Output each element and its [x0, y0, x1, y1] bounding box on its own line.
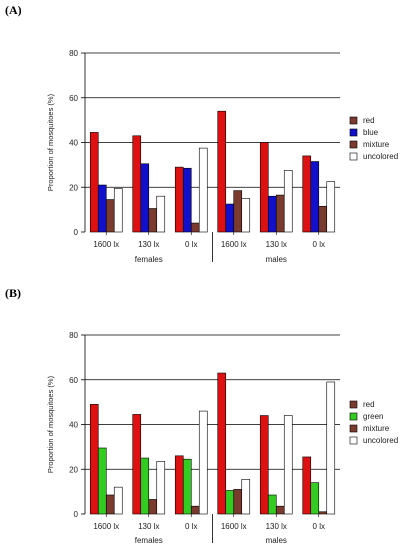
legend-swatch-uncolored [349, 152, 358, 161]
bar-uncolored [283, 415, 293, 515]
legend-label-red: red [363, 400, 375, 409]
bar-green [225, 490, 235, 515]
y-tick-label: 60 [69, 376, 78, 385]
bar-uncolored [326, 381, 336, 515]
group-label: males [266, 255, 287, 264]
y-tick-label: 80 [69, 331, 78, 340]
bar-red [302, 456, 312, 515]
bar-red [89, 132, 99, 233]
legend: red green mixture uncolored [349, 400, 398, 445]
legend-swatch-blue [349, 128, 358, 137]
bar-red [259, 415, 269, 515]
bar-red [259, 142, 269, 233]
bar-uncolored [283, 170, 293, 233]
legend-label-red: red [363, 116, 375, 125]
bar-blue [225, 203, 235, 233]
bar-blue [97, 184, 107, 233]
y-tick-label: 0 [74, 228, 79, 237]
legend-label-blue: blue [363, 128, 379, 137]
bar-red [174, 455, 184, 515]
bar-green [140, 457, 150, 515]
bar-mixture [233, 489, 243, 515]
bar-mixture [318, 511, 328, 515]
bar-red [132, 135, 142, 233]
bar-mixture [105, 494, 115, 515]
bar-red [174, 166, 184, 233]
y-tick-label: 40 [69, 421, 78, 430]
x-tick-label: 1600 lx [93, 240, 119, 249]
x-tick-label: 130 lx [138, 522, 159, 531]
bar-green [182, 458, 192, 515]
panel-label: (B) [5, 286, 21, 300]
legend: red blue mixture uncolored [349, 116, 398, 161]
bar-green [97, 447, 107, 515]
y-axis-label: Proportion of mosquitoes (%) [46, 93, 55, 191]
x-tick-label: 1600 lx [221, 522, 247, 531]
y-tick-label: 80 [69, 49, 78, 58]
group-label: males [266, 536, 287, 545]
x-tick-label: 1600 lx [93, 522, 119, 531]
x-tick-label: 0 lx [313, 522, 325, 531]
legend-swatch-red [349, 116, 358, 125]
bar-mixture [275, 194, 285, 233]
bar-mixture [190, 222, 200, 233]
bar-green [310, 482, 320, 515]
bar-mixture [105, 199, 115, 233]
bar-blue [310, 161, 320, 233]
bar-red [89, 404, 99, 515]
bar-blue [140, 163, 150, 233]
bar-uncolored [113, 486, 123, 515]
bar-uncolored [156, 195, 166, 233]
bar-mixture [148, 208, 158, 233]
legend-label-mixture: mixture [363, 140, 390, 149]
legend-swatch-green [349, 412, 358, 421]
y-tick-label: 0 [74, 510, 79, 519]
bar-uncolored [113, 188, 123, 233]
bar-mixture [233, 190, 243, 233]
y-tick-label: 20 [69, 183, 78, 192]
panel-label: (A) [5, 3, 22, 17]
chart-panel-1: (A) 0 20 40 60 80 Proportion of mosquitoes (%)… [5, 3, 398, 264]
x-tick-label: 130 lx [138, 240, 159, 249]
bar-uncolored [156, 461, 166, 515]
y-tick-label: 20 [69, 465, 78, 474]
legend-swatch-uncolored [349, 436, 358, 445]
bar-green [267, 494, 277, 515]
y-axis-label: Proportion of mosquitoes (%) [46, 375, 55, 473]
bar-uncolored [198, 147, 208, 233]
bar-uncolored [241, 479, 251, 515]
legend-label-mixture: mixture [363, 424, 390, 433]
bar-blue [182, 167, 192, 233]
bar-uncolored [241, 198, 251, 233]
bar-uncolored [198, 410, 208, 515]
x-tick-label: 0 lx [185, 522, 197, 531]
chart-panel-2: (B) 0 20 40 60 80 Proportion of mosquitoes (%)… [5, 286, 398, 545]
y-tick-label: 60 [69, 94, 78, 103]
legend-swatch-red [349, 400, 358, 409]
bar-mixture [190, 505, 200, 515]
bar-red [132, 414, 142, 515]
x-tick-label: 1600 lx [221, 240, 247, 249]
bar-mixture [275, 505, 285, 515]
x-tick-label: 130 lx [266, 240, 287, 249]
legend-label-green: green [363, 412, 383, 421]
legend-label-uncolored: uncolored [363, 436, 398, 445]
group-label: females [135, 255, 163, 264]
y-tick-label: 40 [69, 139, 78, 148]
group-label: females [135, 536, 163, 545]
bar-uncolored [326, 181, 336, 233]
legend-label-uncolored: uncolored [363, 152, 398, 161]
x-tick-label: 0 lx [313, 240, 325, 249]
legend-swatch-mixture [349, 140, 358, 149]
legend-swatch-mixture [349, 424, 358, 433]
bar-mixture [318, 205, 328, 233]
bar-blue [267, 195, 277, 233]
bar-red [217, 110, 227, 233]
bar-red [217, 372, 227, 515]
x-tick-label: 0 lx [185, 240, 197, 249]
bar-red [302, 155, 312, 233]
bar-mixture [148, 499, 158, 515]
x-tick-label: 130 lx [266, 522, 287, 531]
